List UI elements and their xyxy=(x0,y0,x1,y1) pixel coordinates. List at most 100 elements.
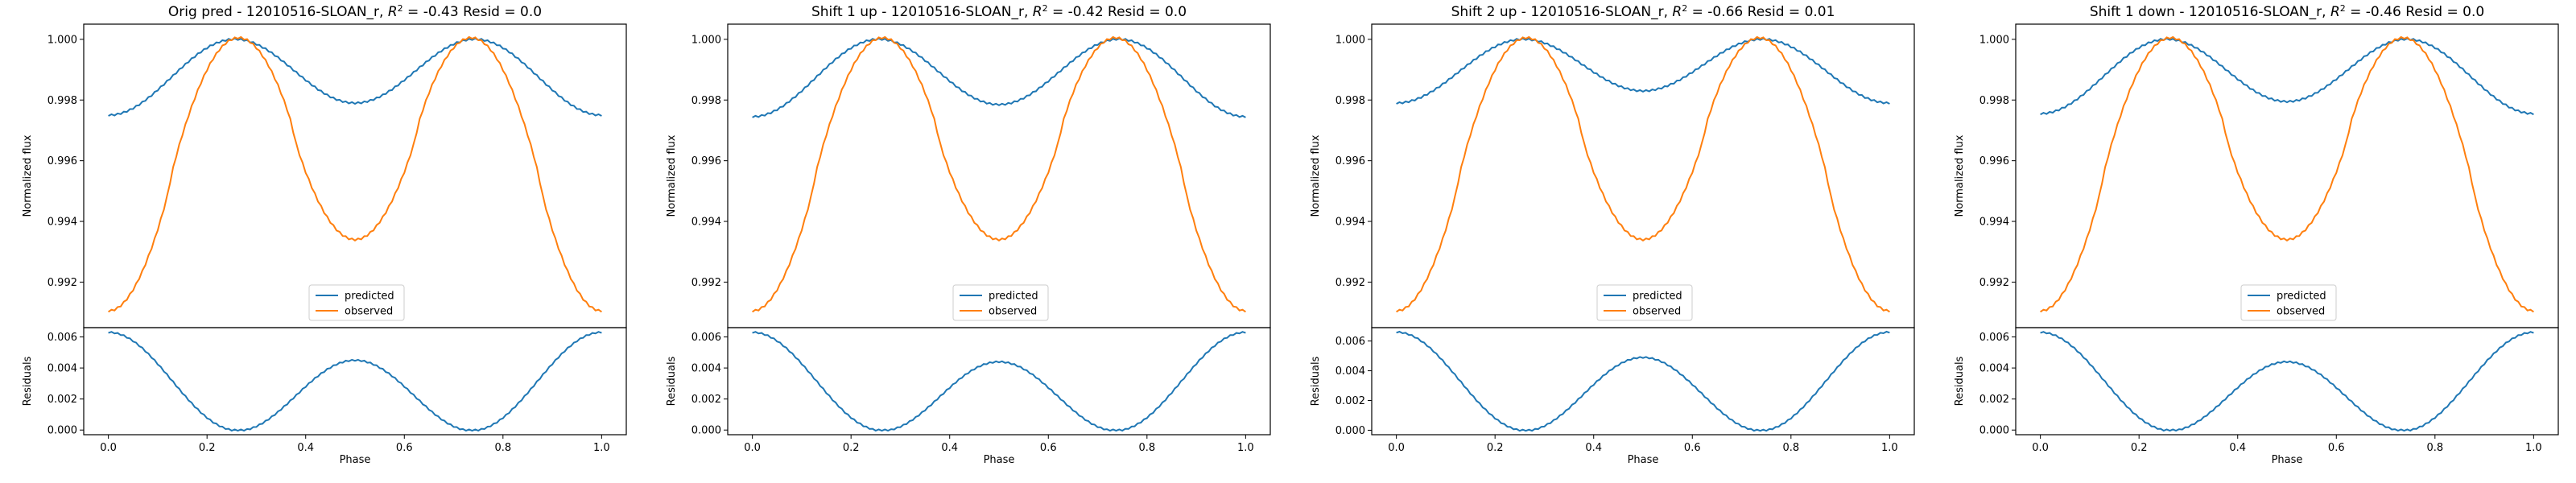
x-tick-label: 0.0 xyxy=(1388,442,1405,454)
y-tick-label: 0.994 xyxy=(1335,217,1365,229)
series-line-residuals xyxy=(1396,330,1890,432)
y-tick-label: 0.992 xyxy=(47,277,77,289)
series-line-residuals xyxy=(752,331,1246,432)
chart-title-r2-sup: 2 xyxy=(2340,3,2346,14)
plot-frame-residuals xyxy=(727,327,1271,436)
series-line-predicted xyxy=(108,37,602,117)
x-tick-label: 0.6 xyxy=(1684,442,1701,454)
series-line-observed xyxy=(1396,35,1890,313)
chart-title: Shift 1 down - 12010516-SLOAN_r, R2 = -0… xyxy=(2090,3,2484,21)
x-tick-label: 0.2 xyxy=(1487,442,1504,454)
resid-y-tick-label: 0.002 xyxy=(47,394,77,406)
resid-y-tick-label: 0.000 xyxy=(1979,425,2009,437)
y-axis-label: Normalized flux xyxy=(1310,134,1322,217)
legend-label-predicted: predicted xyxy=(345,291,394,303)
x-tick-label: 0.8 xyxy=(1782,442,1799,454)
x-tick-label: 1.0 xyxy=(1237,442,1254,454)
resid-y-tick-label: 0.006 xyxy=(691,332,721,344)
chart-title-prefix: Shift 2 up - 12010516-SLOAN_r, xyxy=(1451,4,1673,20)
y-tick-label: 1.000 xyxy=(1335,34,1365,46)
x-tick-label: 0.0 xyxy=(2032,442,2049,454)
y-tick-label: 0.998 xyxy=(47,95,77,107)
x-tick-label: 0.4 xyxy=(941,442,958,454)
chart-title-prefix: Shift 1 down - 12010516-SLOAN_r, xyxy=(2090,4,2330,20)
x-tick-label: 0.8 xyxy=(2426,442,2443,454)
legend-label-predicted: predicted xyxy=(1633,291,1682,303)
resid-y-tick-label: 0.006 xyxy=(1979,332,2009,344)
x-tick-label: 0.6 xyxy=(396,442,413,454)
resid-y-tick-label: 0.004 xyxy=(1335,365,1365,378)
x-tick-label: 0.2 xyxy=(843,442,860,454)
chart-title-r: R xyxy=(1033,4,1042,20)
resid-y-tick-label: 0.006 xyxy=(47,332,77,344)
chart-panel-4: Shift 1 down - 12010516-SLOAN_r, R2 = -0… xyxy=(1954,3,2559,466)
plot-frame-flux xyxy=(1371,23,1915,328)
resid-y-tick-label: 0.006 xyxy=(1335,336,1365,348)
y-tick-label: 1.000 xyxy=(691,34,721,46)
series-line-predicted xyxy=(752,37,1246,118)
chart-title-prefix: Shift 1 up - 12010516-SLOAN_r, xyxy=(811,4,1033,20)
plot-frame-residuals xyxy=(2015,327,2559,436)
y-tick-label: 0.998 xyxy=(691,95,721,107)
y-tick-label: 0.996 xyxy=(1335,155,1365,167)
x-axis-label: Phase xyxy=(340,454,371,466)
series-line-residuals xyxy=(108,331,602,432)
series-line-observed xyxy=(108,35,602,313)
chart-title: Shift 1 up - 12010516-SLOAN_r, R2 = -0.4… xyxy=(811,3,1187,21)
y-tick-label: 0.992 xyxy=(691,277,721,289)
y-axis-label: Normalized flux xyxy=(22,134,34,217)
resid-y-axis-label: Residuals xyxy=(1310,356,1322,406)
resid-y-axis-label: Residuals xyxy=(22,356,34,406)
legend-label-observed: observed xyxy=(2277,306,2325,318)
x-tick-label: 0.4 xyxy=(297,442,314,454)
chart-title-r: R xyxy=(388,4,398,20)
chart-title-r: R xyxy=(2330,4,2340,20)
resid-y-tick-label: 0.002 xyxy=(1979,394,2009,406)
chart-title-r2-sup: 2 xyxy=(398,3,403,14)
y-tick-label: 0.996 xyxy=(691,155,721,167)
plot-frame-flux xyxy=(727,23,1271,328)
x-tick-label: 0.8 xyxy=(1138,442,1155,454)
x-axis-label: Phase xyxy=(2272,454,2303,466)
chart-panel-1: Orig pred - 12010516-SLOAN_r, R2 = -0.43… xyxy=(22,3,627,466)
legend-label-observed: observed xyxy=(989,306,1037,318)
y-axis-label: Normalized flux xyxy=(666,134,678,217)
chart-title-r: R xyxy=(1672,4,1682,20)
resid-y-tick-label: 0.002 xyxy=(1335,395,1365,407)
x-tick-label: 0.2 xyxy=(2131,442,2148,454)
x-tick-label: 0.8 xyxy=(494,442,511,454)
chart-title-prefix: Orig pred - 12010516-SLOAN_r, xyxy=(168,4,388,20)
x-tick-label: 0.2 xyxy=(199,442,216,454)
chart-title-suffix: = -0.43 Resid = 0.0 xyxy=(403,4,542,20)
y-tick-label: 0.994 xyxy=(47,217,77,229)
y-tick-label: 1.000 xyxy=(47,34,77,46)
y-tick-label: 0.992 xyxy=(1979,277,2009,289)
series-line-predicted xyxy=(1396,37,1890,105)
series-line-observed xyxy=(752,35,1246,313)
series-line-residuals xyxy=(2040,331,2534,432)
resid-y-tick-label: 0.004 xyxy=(1979,363,2009,375)
chart-title-r2-sup: 2 xyxy=(1042,3,1048,14)
legend-label-predicted: predicted xyxy=(2277,291,2326,303)
resid-y-tick-label: 0.000 xyxy=(47,425,77,437)
x-tick-label: 0.0 xyxy=(744,442,761,454)
y-axis-label: Normalized flux xyxy=(1954,134,1966,217)
x-axis-label: Phase xyxy=(1628,454,1659,466)
y-tick-label: 0.996 xyxy=(47,155,77,167)
chart-title: Orig pred - 12010516-SLOAN_r, R2 = -0.43… xyxy=(168,3,542,21)
y-tick-label: 1.000 xyxy=(1979,34,2009,46)
x-tick-label: 0.0 xyxy=(100,442,117,454)
resid-y-tick-label: 0.000 xyxy=(691,425,721,437)
x-tick-label: 0.6 xyxy=(2328,442,2345,454)
x-axis-label: Phase xyxy=(984,454,1015,466)
x-tick-label: 1.0 xyxy=(2525,442,2542,454)
chart-panel-3: Shift 2 up - 12010516-SLOAN_r, R2 = -0.6… xyxy=(1310,3,1915,466)
x-tick-label: 0.6 xyxy=(1040,442,1057,454)
y-tick-label: 0.998 xyxy=(1979,95,2009,107)
y-tick-label: 0.998 xyxy=(1335,95,1365,107)
x-tick-label: 1.0 xyxy=(1881,442,1898,454)
chart-title-suffix: = -0.42 Resid = 0.0 xyxy=(1048,4,1187,20)
legend-label-observed: observed xyxy=(1633,306,1681,318)
y-tick-label: 0.994 xyxy=(691,217,721,229)
